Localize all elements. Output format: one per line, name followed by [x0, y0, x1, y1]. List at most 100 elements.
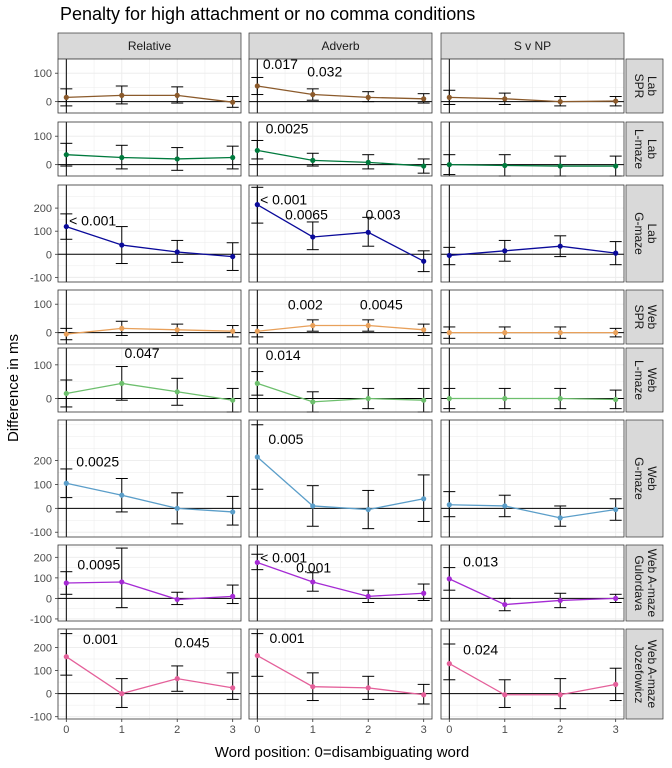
row-strip-label: Lab — [645, 76, 659, 96]
facet-panel: 0.002 0.0045 — [248, 289, 433, 345]
data-point — [119, 492, 125, 498]
y-tick-label: 100 — [34, 666, 52, 678]
series-line — [66, 382, 233, 401]
p-value-annotation: 0.003 — [365, 207, 400, 223]
data-point — [502, 395, 508, 402]
panel-border — [440, 628, 625, 720]
y-axis-title: Difference in ms — [5, 334, 22, 442]
data-point — [446, 330, 452, 336]
facet-panel — [440, 58, 625, 114]
panel-border — [440, 544, 625, 622]
data-point — [421, 96, 427, 102]
series-line — [66, 327, 233, 335]
data-point — [365, 395, 371, 402]
data-point — [254, 147, 260, 154]
panel-border — [440, 289, 625, 345]
data-point — [119, 242, 125, 248]
facet-panel — [440, 419, 625, 538]
data-point — [63, 480, 69, 486]
row-strip — [625, 419, 664, 538]
panel-border — [440, 419, 625, 538]
panel-border — [248, 628, 433, 720]
p-value-annotation: 0.0025 — [266, 120, 309, 136]
row-strip-label: Lab — [645, 223, 659, 243]
data-point — [174, 156, 180, 162]
panel-border — [57, 121, 242, 177]
data-point — [421, 163, 427, 169]
data-point — [365, 94, 371, 100]
y-tick-label: 0 — [46, 249, 52, 261]
facet-panel: 0.047 — [57, 345, 242, 413]
row-strip-label: G-maze — [632, 212, 646, 255]
row-strip — [625, 58, 664, 114]
data-point — [365, 506, 371, 513]
data-point — [230, 685, 236, 691]
y-tick-label: 100 — [34, 226, 52, 238]
series-line — [66, 94, 233, 103]
data-point — [557, 515, 563, 521]
data-point — [230, 328, 236, 334]
data-point — [310, 503, 316, 509]
data-point — [421, 397, 427, 403]
series-line — [66, 225, 233, 258]
data-point — [557, 243, 563, 249]
y-tick-label: -100 — [30, 527, 52, 539]
data-point — [254, 83, 260, 89]
column-strip-label: Relative — [128, 39, 172, 53]
panel-border — [57, 58, 242, 114]
p-value-annotation: 0.0045 — [360, 296, 403, 312]
data-point — [446, 395, 452, 402]
row-strip-label: Jozefowicz — [632, 645, 646, 704]
p-value-annotation: 0.045 — [174, 634, 209, 650]
series-line — [66, 581, 233, 601]
data-point — [230, 99, 236, 105]
y-tick-label: 200 — [34, 552, 52, 564]
y-tick-label: 100 — [34, 68, 52, 80]
row-strip-label: SPR — [632, 305, 646, 330]
panel-border — [440, 58, 625, 114]
series-line — [257, 85, 424, 100]
data-point — [557, 99, 563, 105]
facet-panel — [57, 121, 242, 177]
x-tick-label: 1 — [310, 724, 316, 736]
data-point — [230, 253, 236, 260]
series-line — [449, 397, 616, 401]
data-point — [446, 502, 452, 508]
x-tick-label: 0 — [63, 724, 69, 736]
data-point — [502, 162, 508, 169]
facet-panel: 0.0025 — [248, 120, 433, 177]
p-value-annotation: < 0.001 — [69, 212, 116, 228]
facet-panel: < 0.001 — [57, 184, 242, 283]
panel-border — [440, 184, 625, 283]
data-point — [254, 559, 260, 566]
panel-border — [248, 121, 433, 177]
y-tick-label: -100 — [30, 614, 52, 626]
panel-border — [57, 347, 242, 413]
data-point — [310, 91, 316, 98]
series-line — [449, 245, 616, 257]
data-point — [63, 94, 69, 100]
p-value-annotation: 0.014 — [266, 347, 301, 363]
panel-border — [57, 628, 242, 720]
data-point — [557, 692, 563, 698]
panel-border — [57, 184, 242, 283]
data-point — [446, 661, 452, 667]
data-point — [254, 380, 260, 386]
row-strip-label: G-maze — [632, 457, 646, 500]
panel-border — [248, 347, 433, 413]
y-tick-label: 0 — [46, 503, 52, 515]
data-point — [119, 380, 125, 386]
p-value-annotation: 0.001 — [83, 631, 118, 647]
p-value-annotation: 0.0065 — [285, 207, 328, 223]
data-point — [230, 509, 236, 515]
data-point — [119, 154, 125, 161]
y-tick-label: 0 — [46, 97, 52, 109]
x-axis-title: Word position: 0=disambiguating word — [215, 744, 469, 761]
data-point — [421, 258, 427, 264]
data-point — [174, 505, 180, 511]
x-tick-label: 1 — [502, 724, 508, 736]
y-tick-label: 100 — [34, 573, 52, 585]
panel-border — [248, 544, 433, 622]
column-strip-label: Adverb — [321, 39, 359, 53]
facet-panel: 0.0095 — [57, 544, 242, 622]
